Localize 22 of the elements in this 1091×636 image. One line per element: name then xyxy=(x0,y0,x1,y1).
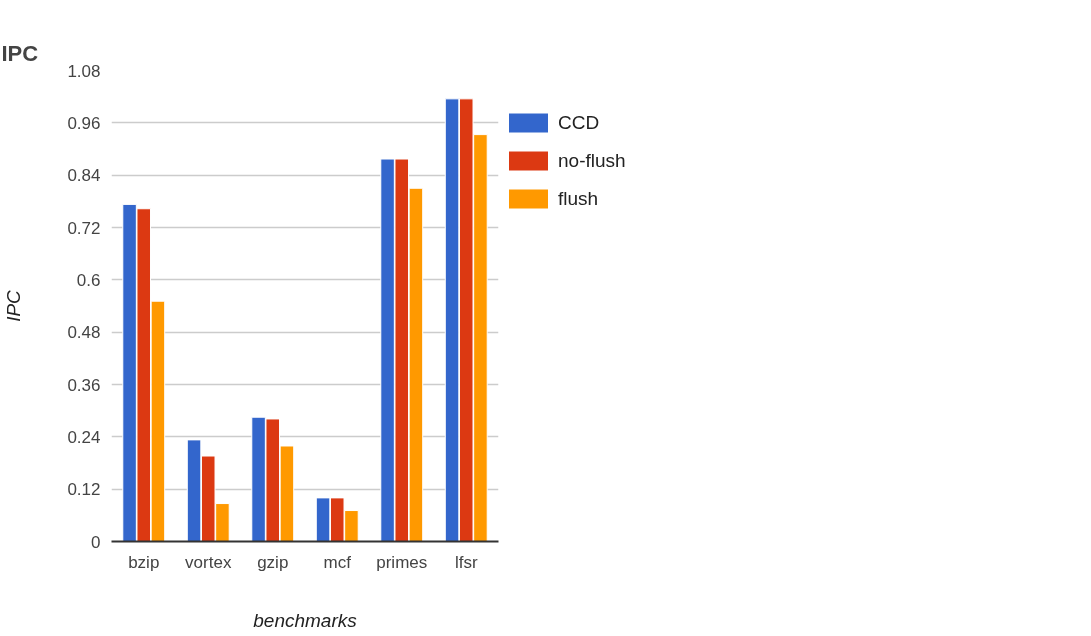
y-tick-label: 0.36 xyxy=(67,375,101,395)
y-tick-label: 0.6 xyxy=(76,270,101,290)
y-tick-label: 0 xyxy=(91,532,101,552)
x-tick-label: bzip xyxy=(128,552,160,572)
y-tick-label: 0.12 xyxy=(67,480,101,500)
x-tick-label: gzip xyxy=(257,552,289,572)
legend-label: CCD xyxy=(558,111,600,134)
x-tick-label: primes xyxy=(376,552,428,572)
legend-label: no-flush xyxy=(558,149,626,172)
y-tick-label: 0.48 xyxy=(67,323,101,343)
y-axis-title: IPC xyxy=(3,289,25,322)
y-tick-label: 0.84 xyxy=(67,166,101,186)
y-tick-label: 0.24 xyxy=(67,427,101,447)
x-tick-label: vortex xyxy=(185,552,232,572)
y-tick-label: 0.72 xyxy=(67,218,101,238)
legend-label: flush xyxy=(558,187,599,210)
x-tick-label: lfsr xyxy=(454,552,478,572)
y-tick-label: 1.08 xyxy=(67,61,101,81)
chart-title: IPC xyxy=(1,40,39,66)
y-tick-label: 0.96 xyxy=(67,113,101,133)
x-tick-label: mcf xyxy=(323,552,352,572)
x-axis-title: benchmarks xyxy=(253,609,358,631)
